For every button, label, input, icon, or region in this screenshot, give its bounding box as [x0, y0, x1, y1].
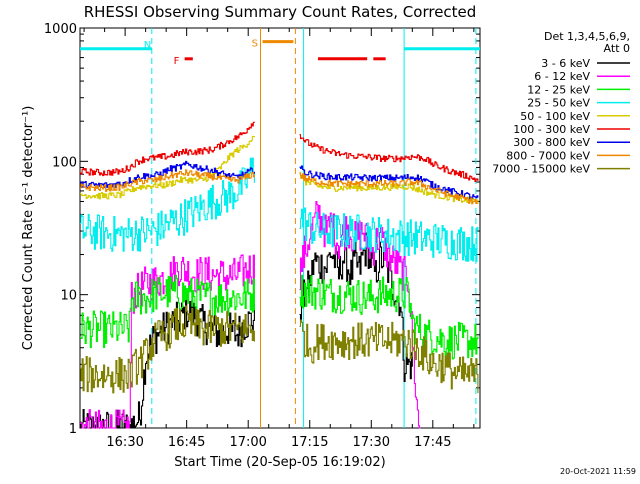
- series-line: [299, 173, 479, 205]
- legend-entry-label: 6 - 12 keV: [534, 70, 590, 83]
- timestamp: 20-Oct-2021 11:59: [560, 467, 636, 476]
- series-line: [80, 305, 255, 394]
- legend-entry-label: 800 - 7000 keV: [506, 149, 590, 162]
- y-tick-label: 10: [60, 289, 77, 304]
- x-tick-label: 16:45: [168, 435, 205, 450]
- y-tick-label: 1: [69, 422, 77, 437]
- flag-label: N: [144, 40, 151, 51]
- series-line: [80, 169, 255, 192]
- series-line: [80, 274, 255, 349]
- legend-entry-label: 3 - 6 keV: [541, 57, 590, 70]
- x-axis-label: Start Time (20-Sep-05 16:19:02): [174, 455, 385, 470]
- series-line: [80, 121, 255, 177]
- series-line: [299, 207, 479, 262]
- x-tick-label: 17:15: [291, 435, 328, 450]
- series-line: [80, 135, 255, 200]
- flag-annotations: N S F: [80, 39, 480, 67]
- chart-title: RHESSI Observing Summary Count Rates, Co…: [84, 3, 477, 21]
- x-tick-label: 16:30: [106, 435, 143, 450]
- flag-label: F: [174, 56, 180, 67]
- series-line: [299, 165, 479, 200]
- legend-entry-label: 7000 - 15000 keV: [492, 163, 590, 176]
- legend-entry-label: 25 - 50 keV: [527, 97, 590, 110]
- series-line: [80, 157, 255, 252]
- x-tick-label: 17:00: [229, 435, 266, 450]
- x-axis: 16:30 16:45 17:00 17:15 17:30 17:45: [106, 435, 451, 450]
- series-line: [299, 200, 421, 429]
- legend-entry-label: 300 - 800 keV: [513, 136, 590, 149]
- series-line: [299, 134, 479, 182]
- series-layer: [80, 121, 479, 429]
- plot-frame: [79, 27, 481, 429]
- y-axis-label: Corrected Count Rate (s⁻¹ detector⁻¹): [21, 106, 36, 351]
- y-tick-label: 100: [52, 155, 77, 170]
- x-tick-label: 17:30: [353, 435, 390, 450]
- legend-header-line-2: Att 0: [604, 42, 630, 55]
- series-line: [299, 171, 479, 205]
- legend-entry-label: 12 - 25 keV: [527, 83, 590, 96]
- legend-entry-label: 100 - 300 keV: [513, 123, 590, 136]
- y-tick-label: 1000: [44, 22, 77, 37]
- series-line: [299, 319, 479, 394]
- legend-header-line-1: Det 1,3,4,5,6,9,: [544, 30, 630, 43]
- plot-area: N S F: [79, 27, 481, 429]
- y-axis: 1 10 100 1000: [44, 22, 77, 437]
- flag-label: S: [252, 39, 258, 50]
- x-tick-label: 17:45: [414, 435, 451, 450]
- legend-entry-label: 50 - 100 keV: [520, 110, 590, 123]
